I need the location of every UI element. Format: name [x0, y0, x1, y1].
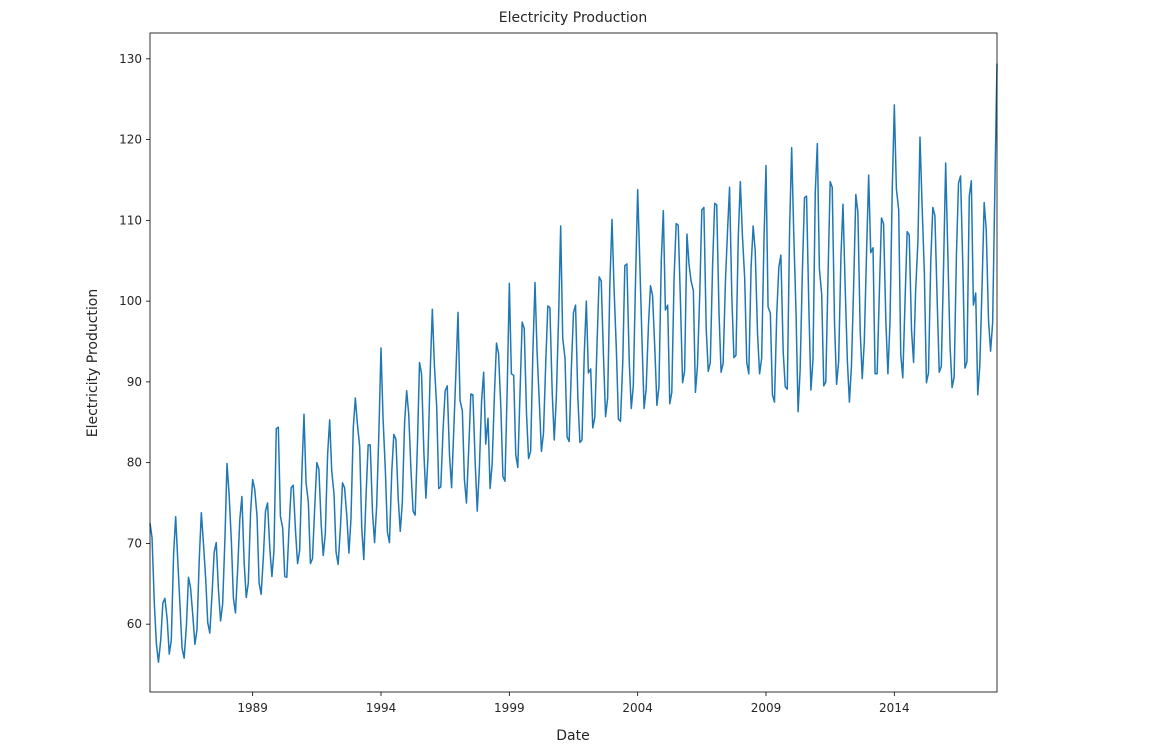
y-tick-label: 60 [127, 617, 142, 631]
x-tick-label: 1994 [366, 701, 397, 715]
y-tick-label: 120 [119, 133, 142, 147]
y-tick-label: 90 [127, 375, 142, 389]
y-tick-label: 130 [119, 52, 142, 66]
x-tick-label: 2014 [879, 701, 910, 715]
x-tick-label: 2004 [622, 701, 653, 715]
y-tick-label: 70 [127, 536, 142, 550]
y-tick-label: 80 [127, 456, 142, 470]
plot-frame [149, 32, 998, 693]
y-axis-label: Electricity Production [85, 289, 101, 437]
x-tick-label: 1989 [237, 701, 268, 715]
x-tick-label: 1999 [494, 701, 525, 715]
data-line [149, 63, 998, 663]
y-tick-label: 100 [119, 294, 142, 308]
x-axis-label: Date [556, 728, 589, 744]
y-tick-label: 110 [119, 213, 142, 227]
chart-title: Electricity Production [499, 10, 647, 26]
x-tick-label: 2009 [751, 701, 782, 715]
